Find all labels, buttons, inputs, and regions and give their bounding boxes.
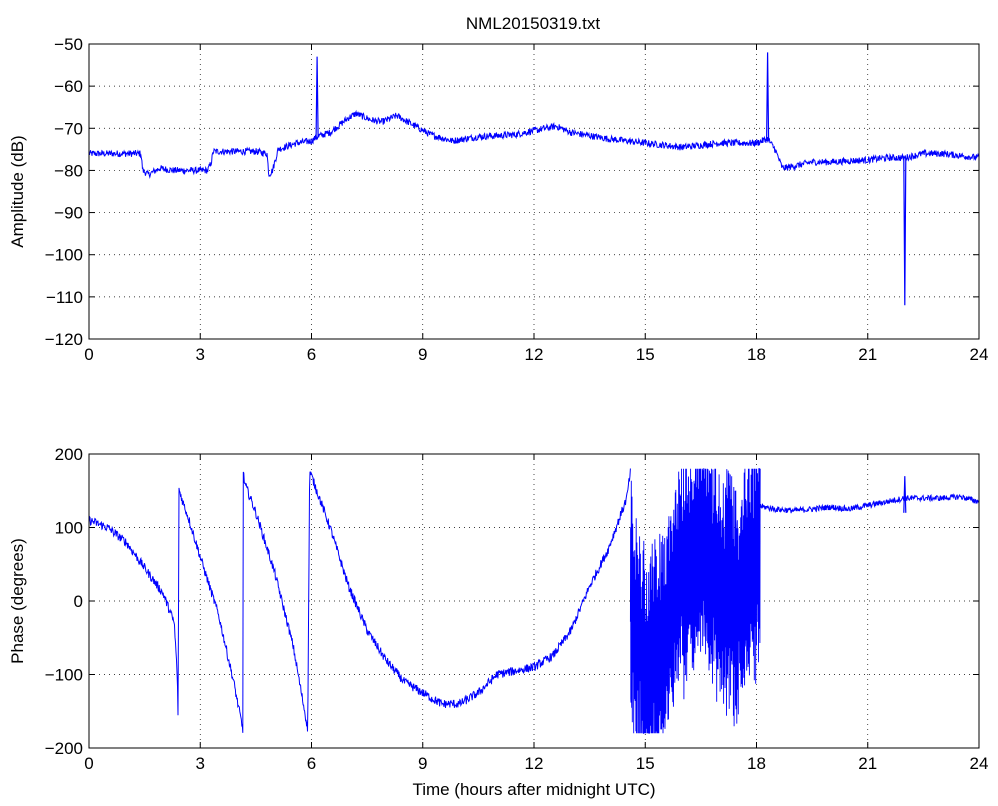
x-tick-label: 24 <box>970 754 989 773</box>
spike-line <box>766 52 770 141</box>
x-tick-label: 15 <box>636 345 655 364</box>
x-tick-label: 3 <box>196 345 205 364</box>
x-tick-label: 12 <box>525 754 544 773</box>
wrapped-phase-line <box>629 468 761 734</box>
x-tick-label: 6 <box>307 754 316 773</box>
phase-x-axis-label: Time (hours after midnight UTC) <box>412 780 655 799</box>
x-tick-label: 6 <box>307 345 316 364</box>
spike-line <box>903 157 907 306</box>
amplitude-axes: 0 3 6 9 12 15 18 21 24 −50 −60 −70 −80 −90 −100 −110 −12… <box>8 35 988 364</box>
series-line <box>89 109 979 179</box>
y-tick-label: −80 <box>54 161 83 180</box>
x-tick-label: 21 <box>858 754 877 773</box>
y-tick-label: −70 <box>54 119 83 138</box>
x-tick-label: 0 <box>84 754 93 773</box>
x-tick-label: 21 <box>858 345 877 364</box>
x-tick-label: 9 <box>418 754 427 773</box>
x-tick-label: 24 <box>970 345 989 364</box>
x-tick-label: 9 <box>418 345 427 364</box>
y-tick-label: −110 <box>46 288 83 307</box>
phase-axes: 0 3 6 9 12 15 18 21 24 200 100 0 −100 −200 Phase (deg… <box>8 445 988 799</box>
phase-y-axis-label: Phase (degrees) <box>8 538 27 664</box>
y-tick-label: 100 <box>55 519 83 538</box>
y-tick-label: −120 <box>45 330 83 349</box>
amplitude-ticks: 0 3 6 9 12 15 18 21 24 −50 −60 −70 −80 −90 −100 −110 −12… <box>45 35 989 364</box>
phase-ticks: 0 3 6 9 12 15 18 21 24 200 100 0 −100 −200 <box>45 445 989 773</box>
y-tick-label: −50 <box>54 35 83 54</box>
phase-plot <box>89 468 979 734</box>
x-tick-label: 0 <box>84 345 93 364</box>
y-tick-label: −90 <box>54 204 83 223</box>
amplitude-grid <box>89 44 979 339</box>
spike-line <box>903 476 907 513</box>
y-tick-label: −60 <box>54 77 83 96</box>
amplitude-plot <box>89 52 979 306</box>
x-tick-label: 12 <box>525 345 544 364</box>
y-tick-label: −100 <box>45 666 83 685</box>
x-tick-label: 3 <box>196 754 205 773</box>
figure-title: NML20150319.txt <box>466 14 600 33</box>
series-line <box>756 493 979 514</box>
y-tick-label: 200 <box>55 445 83 464</box>
x-tick-label: 18 <box>747 754 766 773</box>
y-tick-label: −200 <box>45 739 83 758</box>
y-tick-label: −100 <box>45 246 83 265</box>
x-tick-label: 18 <box>747 345 766 364</box>
amplitude-y-axis-label: Amplitude (dB) <box>8 135 27 247</box>
y-tick-label: 0 <box>74 592 83 611</box>
spike-line <box>315 56 319 137</box>
x-tick-label: 15 <box>636 754 655 773</box>
series-line <box>89 468 631 733</box>
